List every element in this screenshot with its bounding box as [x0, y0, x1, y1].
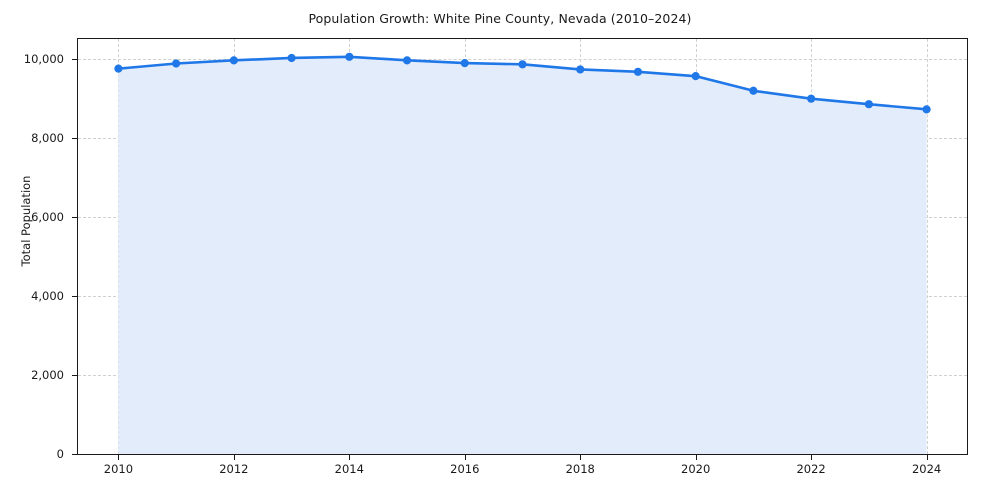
gridline-x-2024 [926, 39, 928, 454]
series-plot [114, 52, 931, 454]
y-tick-mark-4000 [72, 295, 77, 297]
data-point-2017 [518, 60, 527, 69]
data-point-2015 [402, 56, 412, 65]
y-tick-mark-10000 [72, 58, 77, 60]
data-point-2019 [633, 67, 643, 76]
data-point-2010 [114, 64, 123, 73]
data-point-2023 [864, 100, 873, 109]
y-tick-mark-2000 [72, 374, 77, 376]
y-tick-label-0: 0 [56, 447, 64, 461]
x-tick-mark-2024 [926, 455, 928, 460]
x-tick-label-2016: 2016 [450, 462, 480, 476]
y-tick-label-6000: 6,000 [31, 209, 64, 224]
data-point-2024 [922, 105, 931, 114]
data-point-2022 [807, 94, 816, 103]
data-point-2016 [460, 59, 469, 68]
x-tick-mark-2020 [695, 455, 697, 460]
data-point-2011 [172, 59, 181, 68]
y-tick-label-10000: 10,000 [23, 51, 64, 66]
y-tick-label-4000: 4,000 [31, 288, 64, 303]
gridline-y-0 [78, 454, 967, 455]
data-point-2018 [576, 65, 585, 74]
plot-area [77, 38, 968, 455]
x-tick-label-2010: 2010 [103, 462, 134, 476]
y-tick-mark-0 [72, 454, 77, 455]
y-tick-mark-6000 [72, 216, 77, 218]
data-point-2021 [749, 86, 758, 95]
data-point-2014 [345, 52, 354, 61]
x-tick-mark-2016 [464, 455, 466, 460]
x-tick-mark-2012 [233, 455, 235, 460]
x-tick-mark-2010 [118, 455, 120, 460]
x-tick-mark-2022 [811, 455, 813, 460]
x-tick-mark-2014 [349, 455, 351, 460]
gridline-y-10000 [78, 58, 967, 60]
x-tick-mark-2018 [580, 455, 582, 460]
data-point-2020 [691, 72, 700, 81]
x-tick-label-2018: 2018 [565, 462, 595, 476]
y-tick-label-8000: 8,000 [31, 130, 64, 145]
chart-title: Population Growth: White Pine County, Ne… [308, 11, 692, 26]
x-tick-label-2012: 2012 [219, 462, 249, 476]
x-tick-label-2020: 2020 [681, 462, 711, 476]
y-tick-mark-8000 [72, 137, 77, 139]
data-point-2013 [287, 53, 296, 63]
data-point-markers [114, 52, 931, 114]
x-tick-label-2014: 2014 [334, 462, 364, 476]
x-tick-label-2024: 2024 [911, 462, 942, 476]
x-tick-label-2022: 2022 [796, 462, 826, 476]
area-fill [118, 56, 927, 454]
data-point-2012 [229, 56, 238, 65]
y-tick-label-2000: 2,000 [31, 367, 64, 382]
